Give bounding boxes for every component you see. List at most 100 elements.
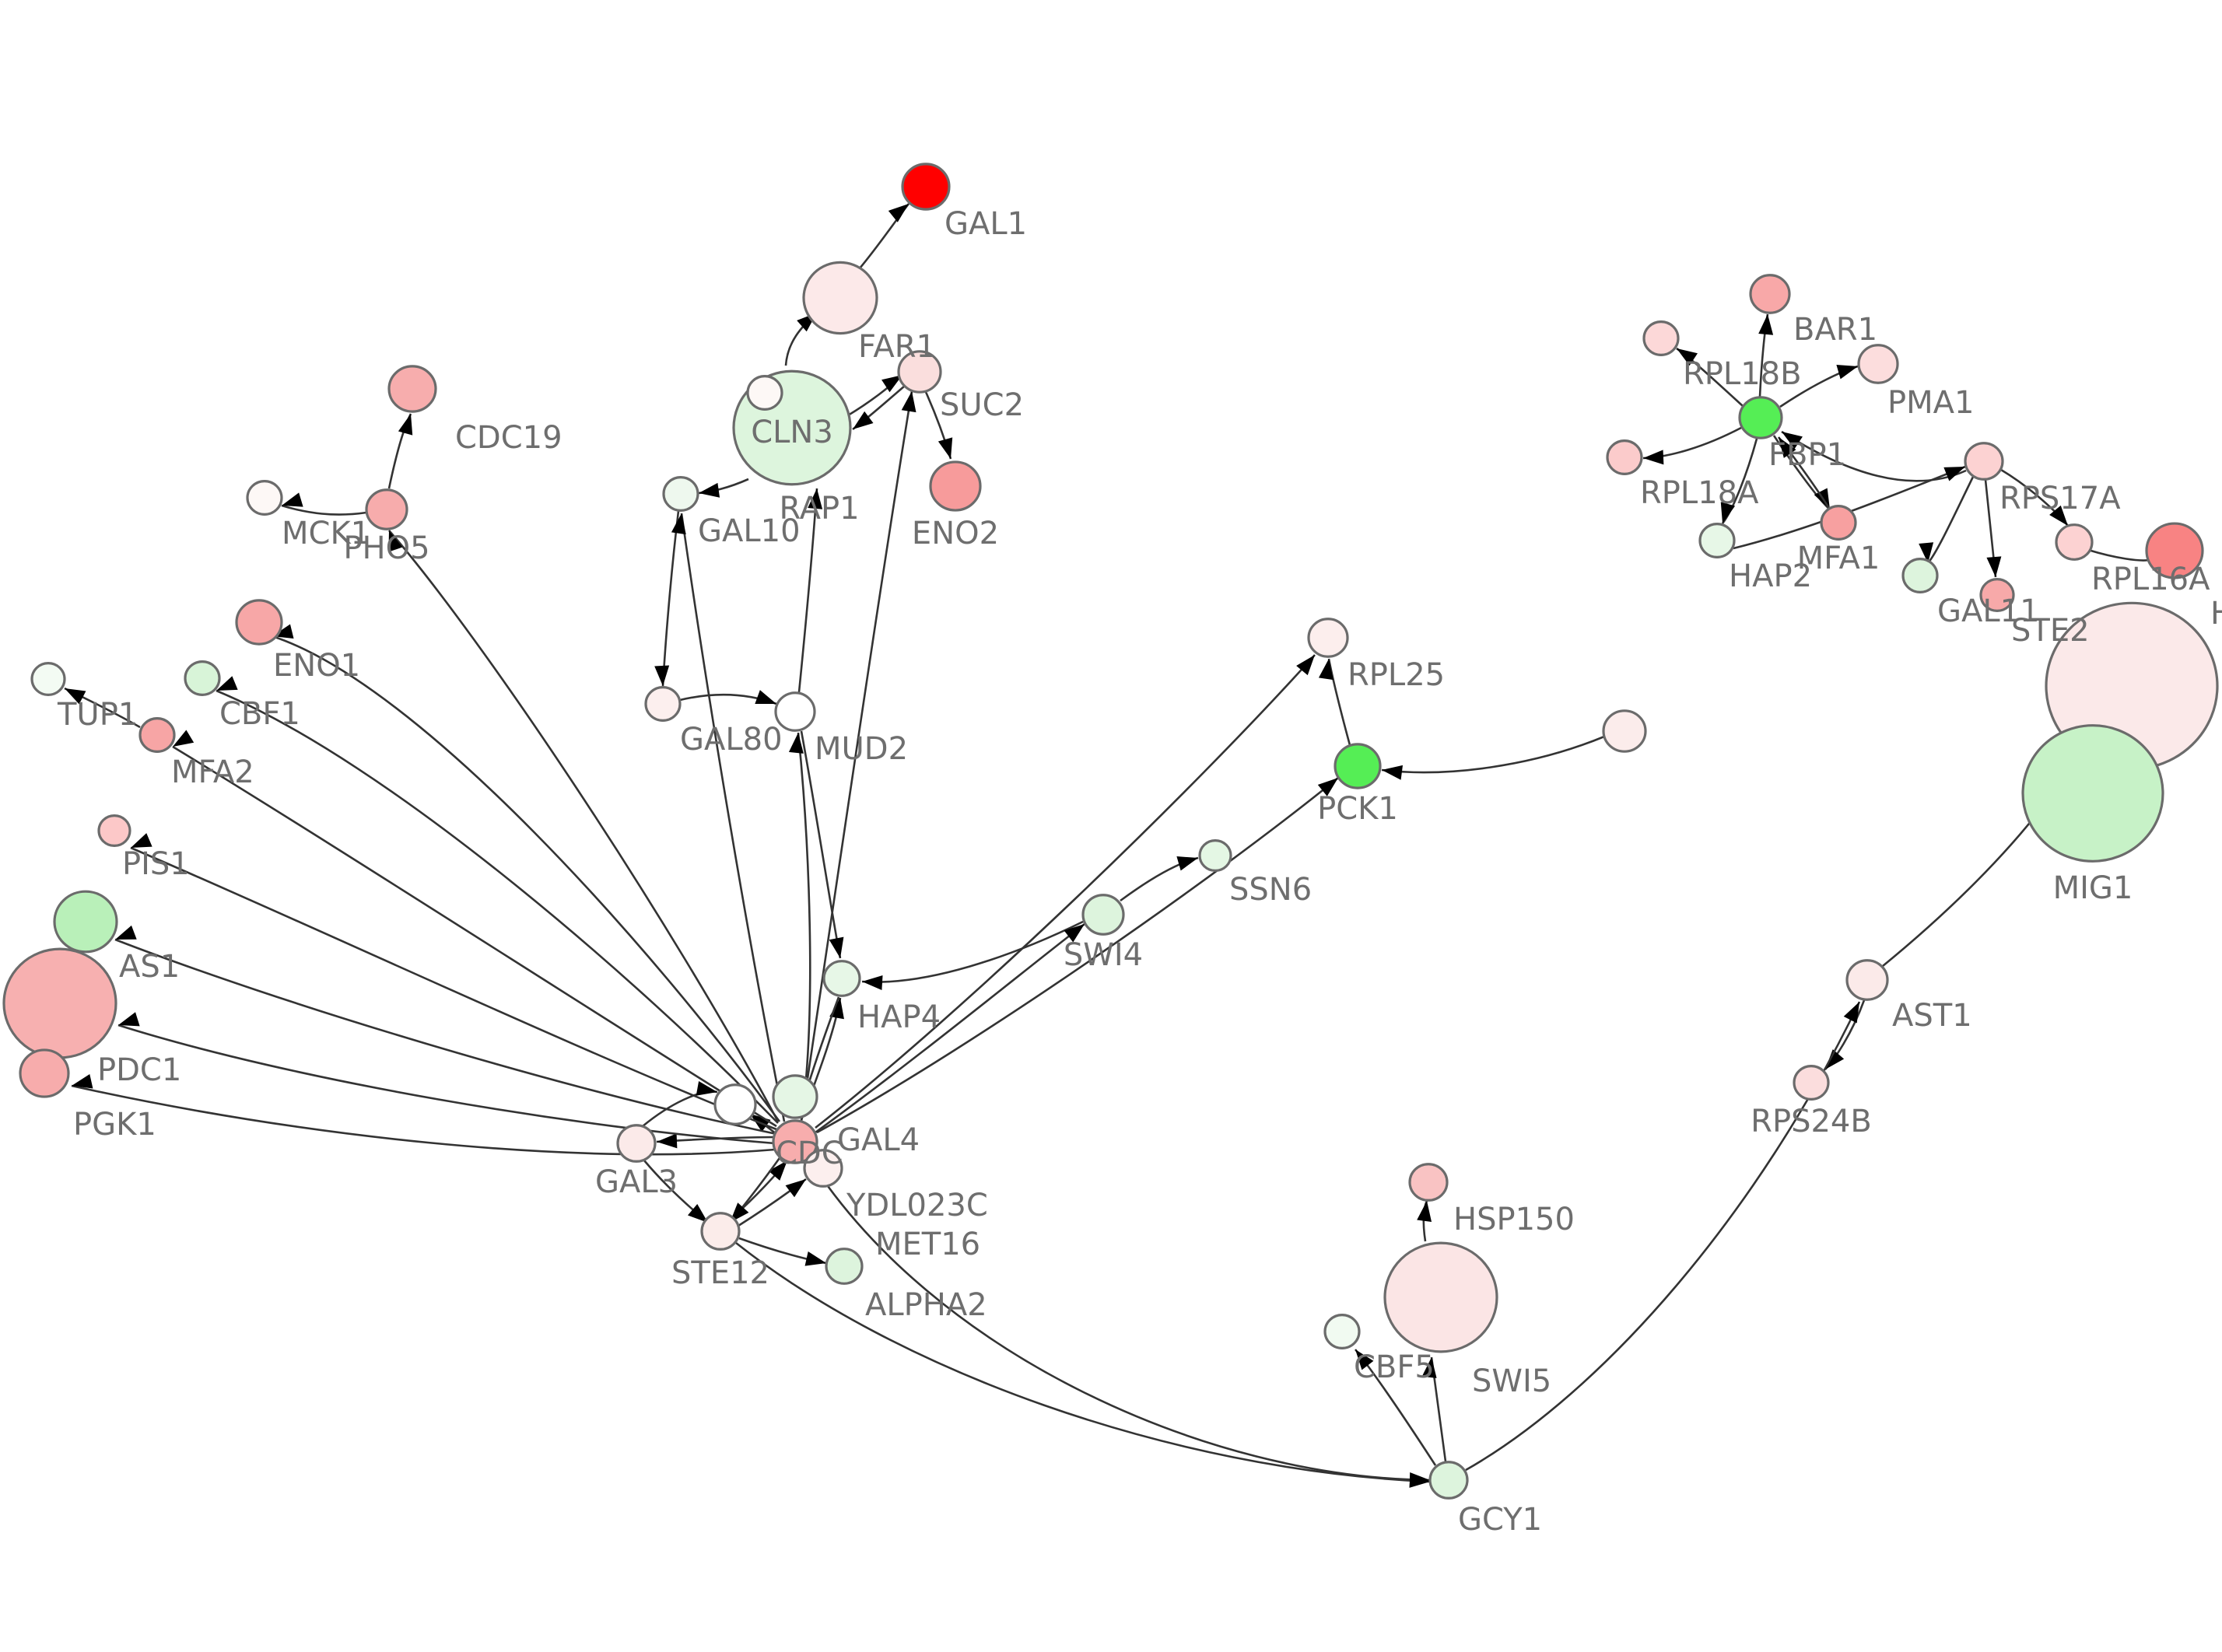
graph-node-fbp1[interactable] — [1738, 396, 1783, 439]
edge-line — [388, 530, 780, 1122]
graph-node-pho5[interactable] — [365, 488, 408, 530]
graph-node-eno2[interactable] — [929, 460, 982, 512]
graph-node-hap4[interactable] — [822, 960, 861, 997]
arrow-head-icon — [1318, 659, 1334, 681]
graph-node-rps17a[interactable] — [1964, 442, 2004, 481]
edge — [1381, 735, 1605, 780]
graph-node-pck1[interactable] — [1334, 743, 1382, 789]
arrow-head-icon — [862, 975, 883, 991]
graph-node-as1[interactable] — [53, 890, 118, 954]
graph-node-gal1[interactable] — [901, 163, 951, 211]
arrow-head-icon — [115, 925, 137, 940]
arrow-head-icon — [1317, 778, 1338, 796]
graph-node-cdc19[interactable] — [387, 365, 437, 413]
arrow-head-icon — [881, 375, 902, 393]
graph-node-node-un1[interactable] — [1602, 709, 1647, 753]
edge — [216, 676, 779, 1124]
edge — [859, 203, 910, 269]
graph-node-swi5[interactable] — [1383, 1241, 1498, 1353]
arrow-head-icon — [1919, 542, 1934, 563]
graph-node-hsp150[interactable] — [1408, 1163, 1449, 1202]
graph-node-alpha2[interactable] — [825, 1248, 864, 1285]
arrow-head-icon — [804, 1251, 826, 1266]
graph-node-cdc[interactable] — [713, 1083, 757, 1125]
graph-node-mfa2[interactable] — [138, 717, 176, 753]
arrow-head-icon — [1836, 365, 1858, 380]
graph-node-cln3i[interactable] — [746, 375, 783, 411]
arrow-head-icon — [1643, 450, 1664, 465]
arrow-head-icon — [785, 1179, 806, 1198]
graph-node-gal80[interactable] — [644, 686, 682, 722]
arrow-head-icon — [282, 492, 303, 507]
edge — [1824, 999, 1866, 1070]
graph-node-mck1[interactable] — [246, 480, 283, 516]
arrow-head-icon — [755, 690, 776, 705]
graph-node-rpl25[interactable] — [1307, 618, 1349, 658]
graph-node-rps24b[interactable] — [1793, 1065, 1830, 1101]
edge — [816, 776, 1339, 1134]
graph-node-ste12[interactable] — [700, 1212, 741, 1251]
graph-node-pgk1[interactable] — [19, 1048, 70, 1098]
edge — [679, 690, 777, 705]
edge — [1779, 365, 1859, 408]
graph-node-mig1[interactable] — [2021, 724, 2164, 863]
graph-node-ydl023c[interactable] — [803, 1149, 843, 1188]
arrow-head-icon — [131, 833, 152, 848]
arrow-head-icon — [808, 488, 823, 509]
edge — [1421, 1356, 1447, 1462]
graph-node-gcy1[interactable] — [1428, 1461, 1469, 1500]
graph-node-swi4[interactable] — [1081, 894, 1125, 936]
edge — [1642, 426, 1742, 465]
graph-node-hap4b[interactable] — [772, 1074, 818, 1119]
edge-line — [680, 513, 786, 1122]
edge — [1720, 438, 1758, 524]
edge — [130, 833, 777, 1131]
edge — [800, 390, 916, 1121]
edge — [1354, 1349, 1437, 1466]
edge — [1417, 1200, 1432, 1242]
arrow-head-icon — [901, 391, 916, 413]
graph-node-gal3[interactable] — [616, 1124, 657, 1163]
graph-node-pis1[interactable] — [97, 814, 131, 847]
arrow-head-icon — [1843, 1002, 1859, 1024]
graph-node-mfa1[interactable] — [1820, 505, 1857, 541]
edge — [815, 922, 1085, 1134]
graph-node-ast1[interactable] — [1845, 959, 1889, 1001]
graph-node-his4[interactable] — [2145, 522, 2204, 579]
arrow-head-icon — [2049, 505, 2068, 526]
graph-node-suc2[interactable] — [897, 350, 942, 394]
graph-node-bar1[interactable] — [1749, 274, 1791, 314]
edge-line — [117, 1024, 776, 1145]
graph-node-rpl18b[interactable] — [1642, 320, 1680, 356]
graph-node-pma1[interactable] — [1857, 344, 1899, 384]
graph-node-cbf1[interactable] — [184, 660, 221, 696]
edge — [738, 1178, 807, 1227]
arrow-head-icon — [1296, 655, 1315, 676]
graph-node-gal11[interactable] — [1901, 558, 1939, 593]
arrow-head-icon — [72, 1074, 93, 1089]
graph-node-cbf5[interactable] — [1323, 1314, 1361, 1349]
graph-node-pdc1[interactable] — [2, 947, 117, 1059]
graph-node-ssn6[interactable] — [1198, 838, 1232, 872]
edge-line — [172, 745, 777, 1128]
edge — [387, 413, 413, 489]
graph-node-rpl18a[interactable] — [1606, 439, 1643, 475]
edge — [1318, 658, 1351, 746]
graph-node-ste2[interactable] — [1979, 578, 2015, 612]
arrow-head-icon — [1779, 437, 1796, 458]
graph-node-rpl16a[interactable] — [2055, 523, 2094, 561]
edge — [172, 730, 777, 1128]
edge — [642, 1080, 718, 1128]
graph-node-mud2[interactable] — [774, 691, 816, 732]
edge — [1984, 479, 2002, 578]
graph-node-eno1[interactable] — [235, 599, 283, 646]
graph-node-hap2[interactable] — [1698, 523, 1736, 558]
graph-node-far1[interactable] — [802, 261, 878, 335]
graph-node-tup1[interactable] — [30, 662, 66, 696]
graph-node-gal4[interactable] — [772, 1119, 818, 1164]
arrow-head-icon — [671, 513, 686, 535]
edge — [1676, 347, 1744, 407]
graph-node-gal10[interactable] — [662, 476, 699, 512]
edge-line — [797, 732, 811, 1122]
